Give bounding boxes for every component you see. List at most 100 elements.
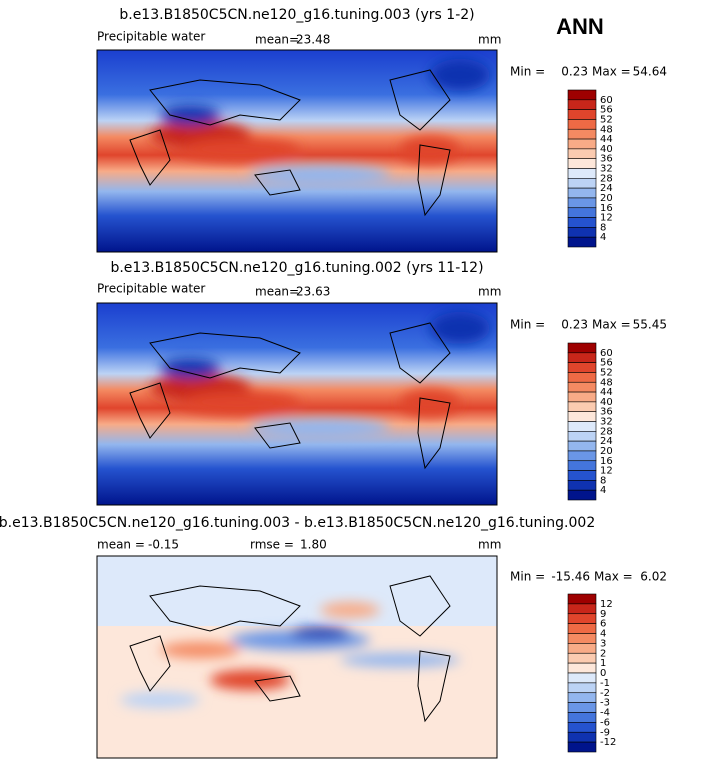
colorbar-label: 8: [600, 222, 606, 233]
variable: Precipitable water: [97, 282, 205, 296]
map: [97, 50, 497, 252]
colorbar-box: [567, 662, 597, 674]
colorbar-box: [567, 470, 597, 481]
colorbar-label: 32: [600, 417, 613, 428]
colorbar-label: 8: [600, 475, 606, 486]
colorbar-label: 52: [600, 367, 613, 378]
colorbar-box: [567, 207, 597, 218]
colorbar-label: 12: [600, 466, 613, 477]
colorbar-label: 60: [600, 95, 613, 106]
colorbar-label: 40: [600, 144, 613, 155]
colorbar-box: [567, 633, 597, 644]
colorbar-label: 4: [600, 485, 606, 496]
colorbar-box: [567, 401, 597, 412]
colorbar-box: [567, 227, 597, 238]
colorbar-box: [567, 421, 597, 432]
colorbar-box: [567, 593, 597, 605]
variable: Precipitable water: [97, 30, 205, 44]
colorbar-box: [567, 672, 597, 684]
colorbar-label: 28: [600, 426, 613, 437]
mean-value: 23.63: [296, 285, 330, 299]
colorbar-box: [567, 440, 597, 452]
colorbar-box: [567, 682, 597, 694]
colorbar-box: [567, 99, 597, 110]
map-frame: [96, 49, 498, 253]
colorbar-box: [567, 89, 597, 101]
colorbar-label: 1: [600, 658, 606, 669]
colorbar-box: [567, 109, 597, 120]
panel-title: b.e13.B1850C5CN.ne120_g16.tuning.003 (yr…: [119, 7, 474, 23]
min-label: Min =: [510, 570, 545, 584]
colorbar-label: -9: [600, 727, 610, 738]
colorbar-box: [567, 603, 597, 615]
colorbar-label: 12: [600, 213, 613, 224]
colorbar-box: [567, 411, 597, 422]
rmse-value: 1.80: [300, 538, 327, 552]
max-value: 55.45: [633, 318, 667, 332]
colorbar-label: 48: [600, 124, 613, 135]
colorbar-box: [567, 197, 597, 209]
colorbar-box: [567, 217, 597, 228]
colorbar-label: -3: [600, 698, 610, 709]
colorbar-box: [567, 692, 597, 703]
colorbar-label: 32: [600, 164, 613, 175]
mean-value: 23.48: [296, 33, 330, 47]
colorbar-label: 52: [600, 114, 613, 125]
colorbar-box: [567, 236, 597, 248]
colorbar-box: [567, 613, 597, 624]
map: [97, 303, 497, 505]
colorbar-box: [567, 712, 597, 723]
panel-title: b.e13.B1850C5CN.ne120_g16.tuning.002 (yr…: [110, 260, 483, 276]
min-value: -15.46: [551, 570, 590, 584]
max-label: Max =: [592, 318, 631, 332]
colorbar-label: -6: [600, 717, 610, 728]
rmse-label: rmse =: [250, 538, 294, 552]
colorbar-label: 44: [600, 134, 613, 145]
colorbar-box: [567, 391, 597, 403]
colorbar-box: [567, 158, 597, 169]
colorbar-label: 24: [600, 183, 613, 194]
colorbar-label: 12: [600, 599, 613, 610]
colorbar-label: 20: [600, 446, 613, 457]
colorbar-label: 2: [600, 648, 606, 659]
min-label: Min =: [510, 65, 545, 79]
colorbar-label: -2: [600, 688, 610, 699]
units: mm: [478, 33, 501, 47]
colorbar-label: 4: [600, 629, 606, 640]
colorbar-label: 16: [600, 203, 613, 214]
min-value: 0.23: [561, 65, 588, 79]
mean-label: mean=: [255, 33, 299, 47]
colorbar-box: [567, 168, 597, 179]
max-value: 6.02: [640, 570, 667, 584]
max-value: 54.64: [633, 65, 667, 79]
colorbar-box: [567, 381, 597, 393]
colorbar-box: [567, 148, 597, 159]
colorbar-label: 44: [600, 387, 613, 398]
min-label: Min =: [510, 318, 545, 332]
colorbar-label: 24: [600, 436, 613, 447]
colorbar-label: 28: [600, 173, 613, 184]
colorbar-label: -12: [600, 737, 616, 748]
panel-title: b.e13.B1850C5CN.ne120_g16.tuning.003 - b…: [0, 515, 595, 531]
colorbar-box: [567, 731, 597, 743]
colorbar-box: [567, 489, 597, 501]
colorbar-box: [567, 741, 597, 753]
colorbar-box: [567, 643, 597, 654]
season: ANN: [556, 14, 604, 39]
colorbar-label: 9: [600, 609, 606, 620]
units: mm: [478, 285, 501, 299]
colorbar-box: [567, 138, 597, 150]
colorbar-label: 48: [600, 377, 613, 388]
colorbar-box: [567, 702, 597, 713]
mean-label: mean=: [255, 285, 299, 299]
map-frame: [96, 555, 498, 759]
colorbar-label: 3: [600, 638, 606, 649]
colorbar-box: [567, 119, 597, 130]
colorbar-label: 36: [600, 407, 613, 418]
colorbar-box: [567, 342, 597, 354]
colorbar-box: [567, 480, 597, 491]
colorbar-label: 56: [600, 358, 613, 369]
colorbar-box: [567, 178, 597, 189]
max-label: Max =: [594, 570, 633, 584]
colorbar-label: 4: [600, 232, 606, 243]
